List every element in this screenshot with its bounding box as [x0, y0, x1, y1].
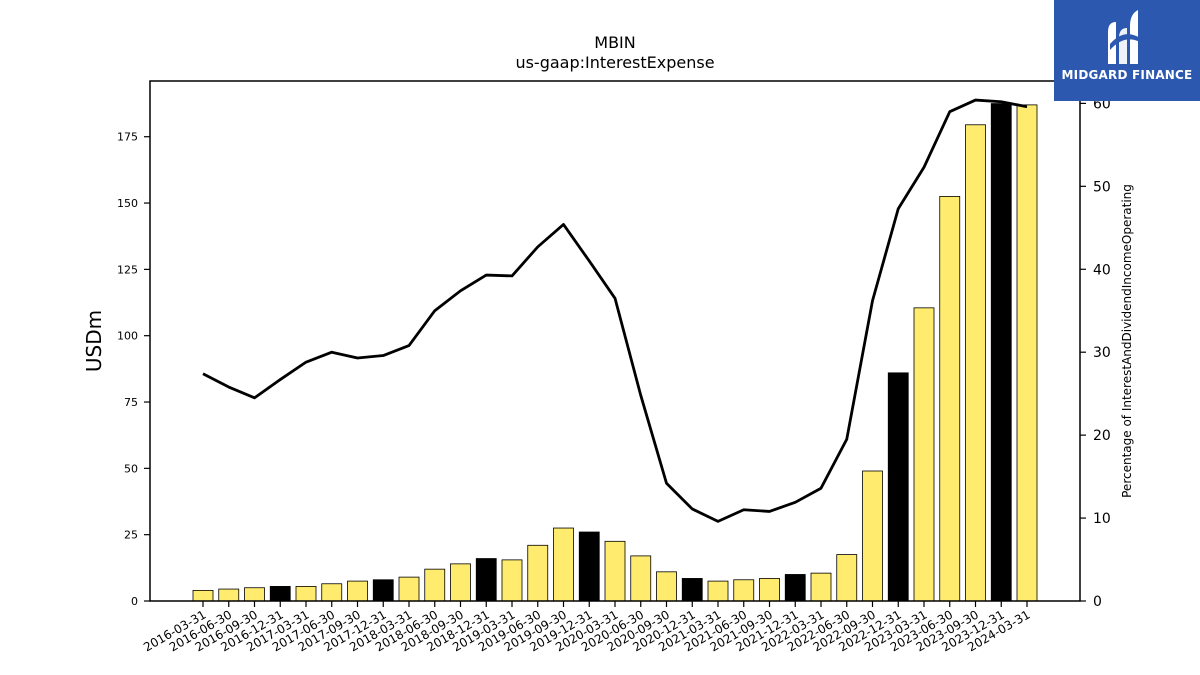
bar-2022-06-30 [836, 554, 858, 602]
right-tick-label: 10 [1093, 511, 1111, 527]
bar-2023-03-31 [913, 307, 935, 602]
bar-2024-03-31 [1016, 104, 1038, 602]
bar-2016-09-30 [244, 587, 265, 602]
bar-2017-09-30 [347, 580, 368, 602]
bar-2020-03-31 [604, 540, 626, 602]
bar-2023-09-30 [965, 124, 986, 602]
right-tick-label: 50 [1093, 179, 1111, 195]
chart-title: MBIN [594, 33, 635, 52]
bar-2019-09-30 [553, 527, 574, 602]
bar-2016-12-31 [269, 586, 291, 602]
bar-2017-06-30 [321, 583, 343, 602]
left-tick-label: 150 [117, 197, 138, 210]
bar-2023-06-30 [939, 196, 961, 602]
bar-2016-06-30 [218, 588, 240, 602]
left-tick-label: 125 [117, 263, 138, 276]
bar-2022-12-31 [887, 372, 909, 602]
bar-2018-06-30 [424, 568, 446, 602]
left-tick-label: 100 [117, 330, 138, 343]
bar-2016-03-31 [192, 589, 214, 602]
right-tick-label: 0 [1093, 594, 1102, 610]
bar-2020-09-30 [656, 571, 677, 602]
left-tick-label: 0 [131, 595, 138, 608]
bar-2021-03-31 [707, 580, 729, 602]
bar-2018-03-31 [398, 576, 420, 602]
left-tick-label: 75 [124, 396, 138, 409]
bar-2023-12-31 [990, 103, 1012, 602]
bar-series [192, 103, 1038, 602]
logo-text: MIDGARD FINANCE [1061, 68, 1193, 82]
left-tick-label: 25 [124, 529, 138, 542]
bar-2017-12-31 [372, 579, 394, 602]
left-tick-label: 50 [124, 462, 138, 475]
right-tick-label: 30 [1093, 345, 1111, 361]
left-y-axis: 0 25 50 75 100 125 150 175 [117, 131, 150, 608]
bar-2020-12-31 [681, 578, 703, 602]
x-axis: 2016-03-312016-06-302016-09-302016-12-31… [141, 601, 1033, 654]
percentage-line [202, 98, 1028, 523]
bar-2019-06-30 [527, 544, 549, 602]
right-tick-label: 20 [1093, 428, 1111, 444]
bar-2021-12-31 [784, 574, 806, 602]
bar-2017-03-31 [295, 586, 317, 602]
bar-2019-03-31 [501, 559, 523, 602]
percentage-line-series [202, 98, 1028, 523]
bar-2022-03-31 [810, 572, 832, 602]
bar-2019-12-31 [578, 531, 600, 602]
bar-2021-09-30 [759, 578, 780, 602]
midgard-finance-logo: MIDGARD FINANCE [1054, 0, 1200, 101]
midgard-logo-icon [1108, 10, 1140, 64]
chart-subtitle: us-gaap:InterestExpense [515, 53, 714, 72]
left-tick-label: 175 [117, 131, 138, 144]
bar-2021-06-30 [733, 579, 755, 602]
bar-2020-06-30 [630, 555, 652, 602]
right-tick-label: 40 [1093, 262, 1111, 278]
bar-2022-09-30 [862, 470, 883, 602]
y2-axis-label: Percentage of InterestAndDividendIncomeO… [1120, 184, 1134, 498]
bar-2018-12-31 [475, 558, 497, 602]
bar-2018-09-30 [450, 563, 471, 602]
y-axis-label: USDm [82, 310, 106, 372]
